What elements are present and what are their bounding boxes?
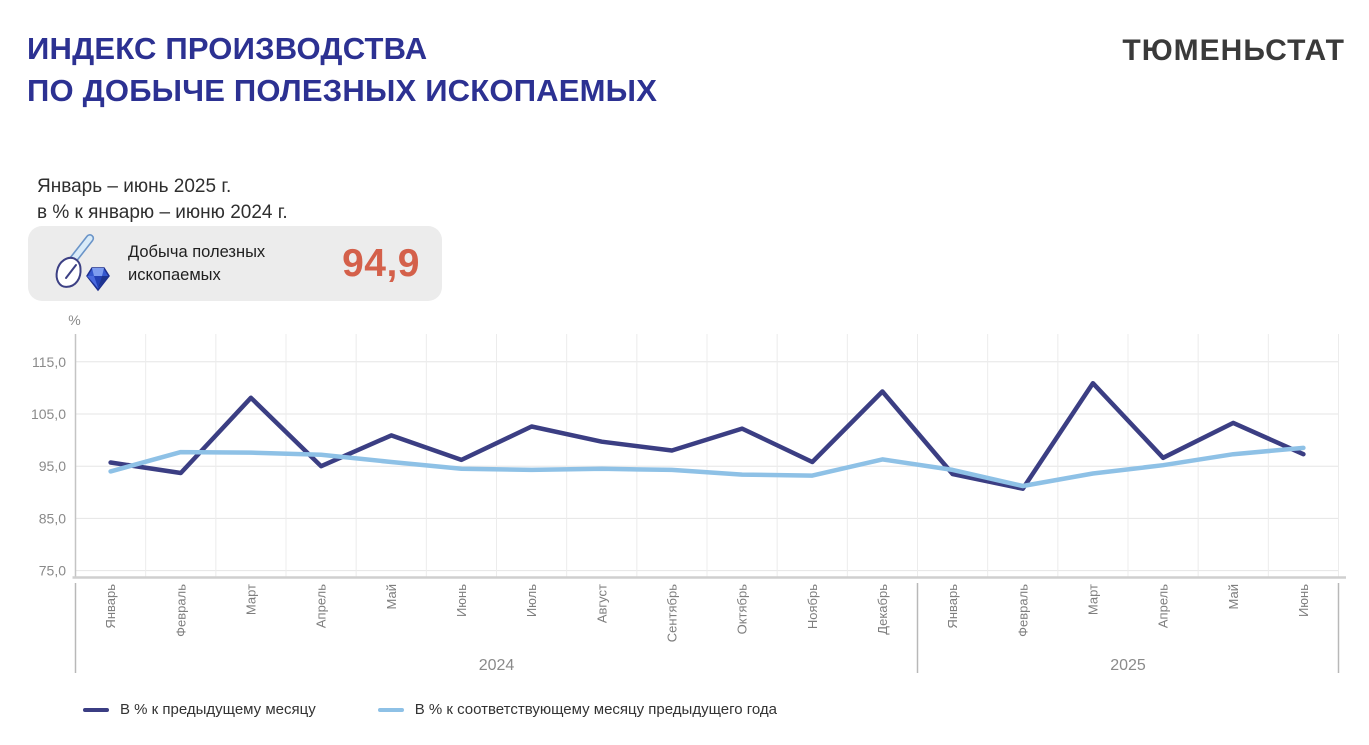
x-tick-label-month: Апрель [314, 584, 329, 628]
page-title: ИНДЕКС ПРОИЗВОДСТВА ПО ДОБЫЧЕ ПОЛЕЗНЫХ И… [27, 28, 657, 112]
x-tick-label-month: Февраль [1015, 584, 1030, 637]
chart-legend: В % к предыдущему месяцу В % к соответст… [83, 701, 777, 718]
line-chart: 75,0 85,0 95,0 105,0 115,0% Январь Февраль Март… [31, 312, 1346, 674]
series-line-1 [108, 445, 1306, 489]
kpi-label-line2: ископаемых [128, 265, 221, 284]
x-tick-label-month: Февраль [173, 584, 188, 637]
x-tick-label-month: Сентябрь [664, 584, 679, 642]
kpi-label-line1: Добыча полезных [128, 242, 266, 261]
legend-swatch-dark-line [83, 707, 109, 712]
chart-subtitle: Январь – июнь 2025 г. в % к январю – июн… [37, 174, 288, 226]
x-tick-label-month: Апрель [1156, 584, 1171, 628]
page-title-line2: ПО ДОБЫЧЕ ПОЛЕЗНЫХ ИСКОПАЕМЫХ [27, 73, 658, 108]
legend-item-month-over-month: В % к предыдущему месяцу [83, 701, 316, 718]
legend-label: В % к предыдущему месяцу [120, 701, 316, 718]
year-label: 2025 [1110, 657, 1146, 674]
legend-swatch-light-line [377, 707, 404, 712]
x-tick-label-month: Март [1085, 584, 1100, 615]
kpi-label: Добыча полезных ископаемых [128, 241, 265, 287]
x-tick-label-month: Март [243, 584, 258, 615]
subtitle-line2: в % к январю – июню 2024 г. [37, 202, 288, 223]
legend-label: В % к соответствующему месяцу предыдущег… [414, 701, 777, 718]
x-tick-label-month: Декабрь [875, 584, 890, 635]
legend-item-year-over-year: В % к соответствующему месяцу предыдущег… [377, 701, 777, 718]
y-tick-label: 95,0 [39, 458, 66, 474]
kpi-value: 94,9 [342, 241, 420, 285]
y-axis-unit-label: % [68, 312, 80, 328]
x-tick-label-month: Январь [945, 584, 960, 629]
y-tick-label: 85,0 [39, 510, 66, 526]
x-tick-label-month: Июнь [454, 584, 469, 617]
x-tick-label-month: Июль [524, 584, 539, 617]
x-tick-label-month: Август [594, 584, 609, 623]
year-label: 2024 [479, 657, 515, 674]
x-tick-label-month: Январь [103, 584, 118, 629]
x-tick-label-month: Май [384, 584, 399, 609]
y-tick-label: 75,0 [39, 563, 66, 579]
org-logo-text: ТЮМЕНЬСТАТ [1122, 34, 1345, 67]
x-tick-label-month: Ноябрь [805, 584, 820, 629]
x-tick-label-month: Май [1226, 584, 1241, 609]
y-tick-label: 115,0 [32, 354, 66, 370]
x-tick-label-month: Октябрь [735, 584, 750, 635]
y-tick-label: 105,0 [31, 406, 66, 422]
page-title-line1: ИНДЕКС ПРОИЗВОДСТВА [27, 31, 428, 66]
x-tick-label-month: Июнь [1296, 584, 1311, 617]
subtitle-line1: Январь – июнь 2025 г. [37, 176, 232, 197]
kpi-card: Добыча полезных ископаемых 94,9 [28, 226, 442, 301]
shovel-diamond-icon [55, 233, 110, 291]
